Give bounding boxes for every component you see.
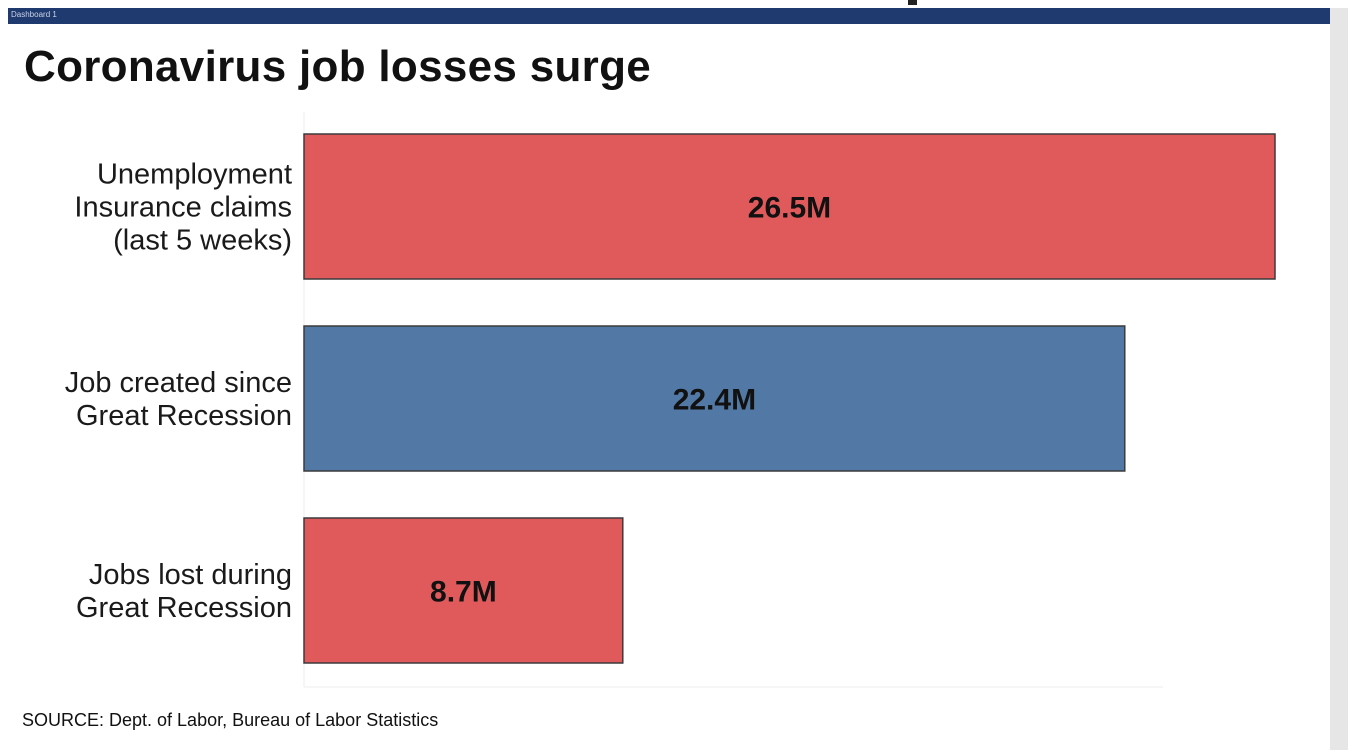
source-note: SOURCE: Dept. of Labor, Bureau of Labor … <box>22 710 439 730</box>
bar <box>303 517 624 664</box>
chart-title: Coronavirus job losses surge <box>24 42 652 91</box>
data-label: 22.4M <box>673 384 756 417</box>
data-label: 26.5M <box>748 192 831 225</box>
top-marker <box>908 0 917 5</box>
right-edge-border <box>1330 8 1348 750</box>
data-label: 8.7M <box>430 576 497 609</box>
dashboard-tab-bar[interactable]: Dashboard 1 <box>8 8 1330 24</box>
category-label: Jobs lost during Great Recession <box>76 559 292 624</box>
bar <box>303 133 1276 280</box>
bar <box>303 325 1126 472</box>
category-label: Job created since Great Recession <box>65 367 292 432</box>
dashboard-tab-label[interactable]: Dashboard 1 <box>11 10 57 19</box>
category-label: Unemployment Insurance claims (last 5 week… <box>74 159 292 257</box>
